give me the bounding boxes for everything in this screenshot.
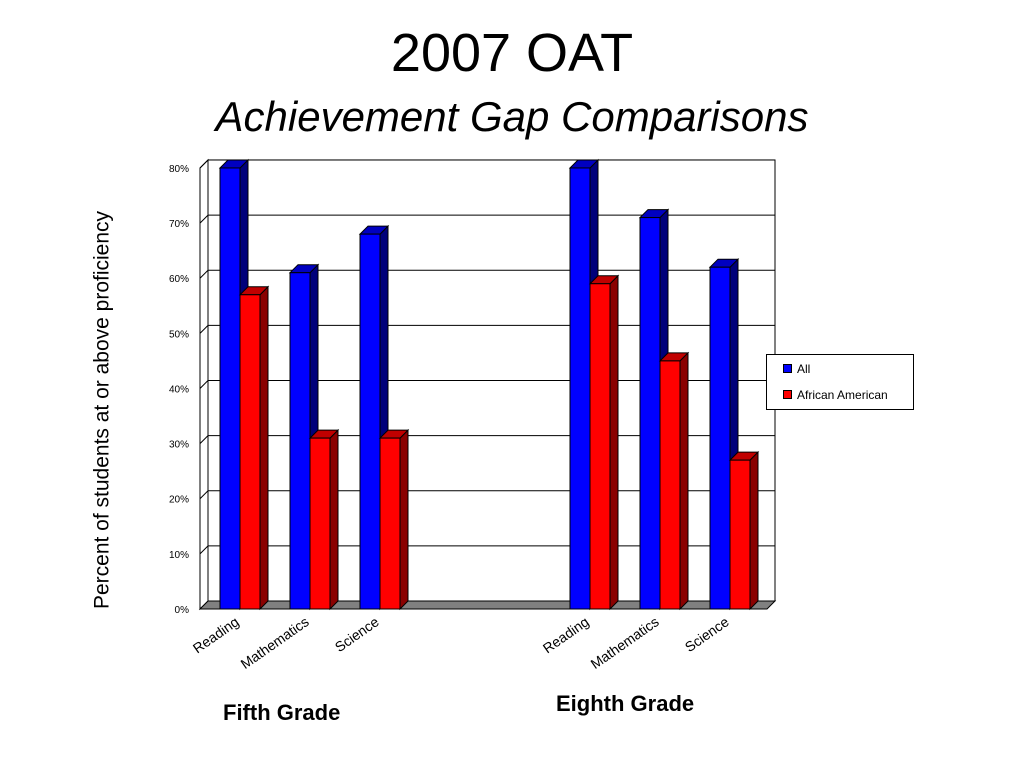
bar-african-american [379, 437, 401, 610]
x-tick-label: Mathematics [238, 613, 312, 672]
bar-african-american [729, 459, 751, 610]
y-tick-label: 40% [169, 384, 189, 395]
chart-title: 2007 OAT [390, 23, 634, 83]
x-tick-label: Science [332, 613, 382, 655]
group-label-eighth-grade: Eighth Grade [556, 691, 695, 716]
legend-swatch-all [783, 364, 792, 373]
legend-swatch-african-american [783, 390, 792, 399]
bar-african-american [309, 437, 331, 610]
group-label-fifth-grade: Fifth Grade [223, 700, 341, 725]
bar-all [219, 167, 241, 610]
legend-item-all: All [783, 362, 810, 376]
y-tick-label: 30% [169, 440, 189, 451]
plot-floor [198, 600, 777, 610]
bar-african-american-side [679, 351, 689, 611]
y-tick-label: 10% [169, 550, 189, 561]
bar-all [569, 167, 591, 610]
x-tick-label: Science [682, 613, 732, 655]
legend-label-all: All [797, 362, 811, 376]
legend-label-african-american: African American [797, 388, 888, 402]
bar-african-american [659, 360, 681, 610]
y-tick-label: 50% [169, 329, 189, 340]
legend: All African American [766, 354, 914, 410]
bar-african-american-side [259, 285, 269, 611]
bar-all [639, 217, 661, 610]
y-tick-label: 20% [169, 495, 189, 506]
x-tick-label: Reading [540, 613, 592, 656]
bar-all [359, 233, 381, 610]
x-tick-label: Mathematics [588, 613, 662, 672]
bar-all [289, 272, 311, 610]
y-tick-label: 0% [175, 605, 190, 616]
y-tick-label: 60% [169, 274, 189, 285]
bar-all [709, 266, 731, 610]
legend-item-african-american: African American [783, 388, 888, 402]
bar-african-american [589, 283, 611, 610]
bar-african-american-side [749, 450, 759, 611]
y-tick-label: 70% [169, 219, 189, 230]
y-tick-label: 80% [169, 164, 189, 175]
x-tick-label: Reading [190, 613, 242, 656]
chart-subtitle: Achievement Gap Comparisons [215, 93, 809, 140]
bar-african-american-side [609, 274, 619, 611]
bar-african-american-side [329, 428, 339, 611]
bar-african-american-side [399, 428, 409, 611]
bar-african-american [239, 294, 261, 610]
